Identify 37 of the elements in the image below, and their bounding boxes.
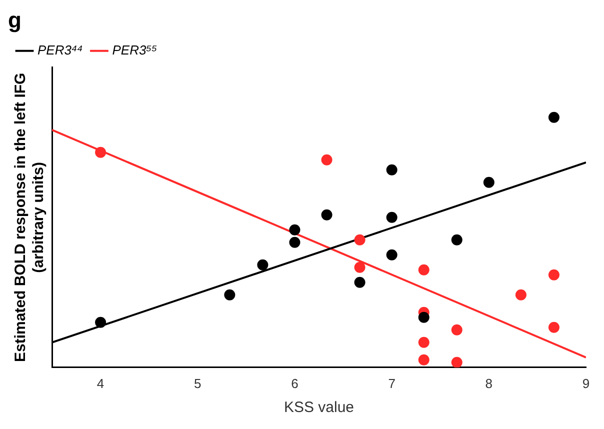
point: [548, 112, 560, 123]
x-tick-label: 7: [388, 376, 396, 391]
x-tick-label: 9: [582, 376, 590, 391]
point: [354, 276, 366, 288]
point: [386, 164, 398, 176]
y-axis-title: Estimated BOLD response in the left IFG (arbitrary units): [12, 72, 48, 362]
point: [386, 212, 398, 223]
point: [418, 312, 430, 323]
point: [451, 356, 462, 368]
legend-label: PER3⁵⁵: [112, 42, 158, 58]
point: [386, 249, 398, 260]
point: [515, 289, 526, 300]
point: [418, 336, 430, 348]
point: [95, 316, 106, 328]
x-tick-label: 4: [96, 376, 104, 391]
x-tick-label: 8: [485, 376, 493, 391]
point: [354, 262, 366, 273]
point: [354, 234, 366, 246]
point: [418, 354, 430, 366]
x-axis-title: KSS value: [284, 399, 354, 416]
point: [257, 259, 268, 270]
legend-label: PER3⁴⁴: [38, 42, 83, 58]
point: [451, 234, 462, 246]
point: [95, 146, 106, 158]
point: [289, 236, 300, 248]
point: [451, 324, 462, 336]
point: [224, 289, 236, 300]
point: [483, 176, 494, 188]
chart-title: g: [8, 7, 22, 32]
point: [548, 269, 560, 280]
point: [321, 209, 332, 220]
x-tick-label: 6: [291, 376, 298, 391]
point: [418, 264, 430, 276]
point: [321, 154, 332, 166]
point: [289, 224, 300, 236]
point: [548, 322, 560, 333]
x-tick-label: 5: [194, 376, 202, 391]
